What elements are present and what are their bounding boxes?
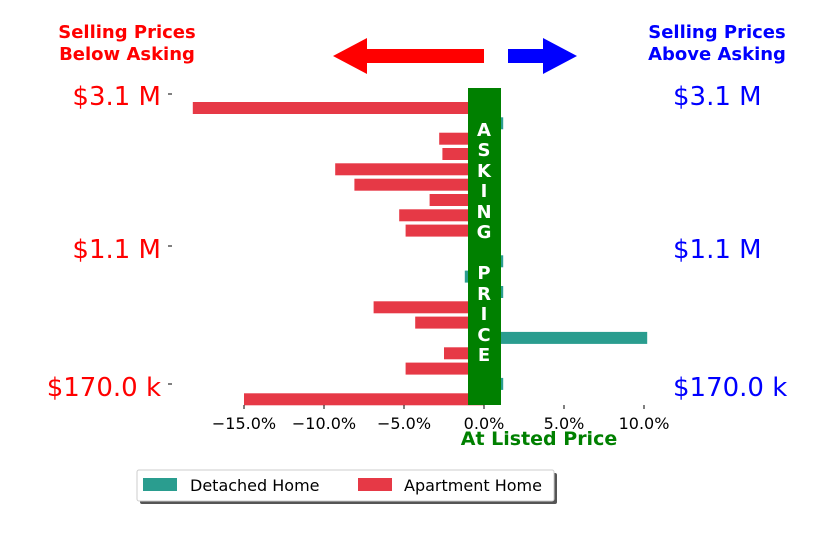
band-letter-0: A: [477, 120, 491, 141]
left-header-line-1: Selling Prices: [58, 22, 195, 43]
band-letter-4: N: [476, 202, 491, 223]
apartment-bar-14: [415, 316, 484, 329]
asking-price-band: [468, 88, 501, 405]
legend: Detached Home Apartment Home: [136, 469, 557, 504]
left-arrow-icon: [333, 38, 484, 74]
xtick-label-3: 0.0%: [464, 414, 505, 433]
xtick-label-2: −5.0%: [377, 414, 431, 433]
apartment-bar-7: [399, 209, 484, 222]
xtick-label-4: 5.0%: [544, 414, 585, 433]
price-label-right-bottom: $170.0 k: [673, 373, 787, 403]
left-header-line-2: Below Asking: [59, 44, 195, 65]
price-label-left-bottom: $170.0 k: [47, 373, 161, 403]
xtick-label-5: 10.0%: [619, 414, 670, 433]
legend-box: [136, 469, 555, 502]
band-letter-9: C: [477, 325, 490, 346]
price-label-right-mid: $1.1 M: [673, 235, 762, 265]
bars-group: [192, 102, 648, 406]
x-axis-label: At Listed Price: [461, 428, 617, 450]
legend-swatch-apartment: [358, 478, 392, 491]
band-letter-3: I: [481, 181, 488, 202]
apartment-bar-19: [244, 393, 484, 406]
price-label-left-top: $3.1 M: [72, 82, 161, 112]
detached-bar-15: [484, 331, 648, 344]
price-label-right-top: $3.1 M: [673, 82, 762, 112]
band-letter-6: P: [477, 263, 490, 284]
apartment-bar-5: [354, 178, 484, 191]
apartment-bar-13: [373, 301, 484, 314]
band-letter-2: K: [477, 161, 492, 182]
right-header-line-1: Selling Prices: [648, 22, 785, 43]
xtick-label-1: −10.0%: [292, 414, 356, 433]
legend-label-detached: Detached Home: [190, 476, 320, 495]
band-letter-7: R: [477, 284, 491, 305]
apartment-bar-8: [405, 224, 484, 237]
price-label-left-mid: $1.1 M: [72, 235, 161, 265]
band-letter-5: G: [477, 222, 492, 243]
band-letter-10: E: [478, 345, 490, 366]
band-letter-1: S: [478, 140, 491, 161]
apartment-bar-4: [335, 163, 484, 176]
band-letter-8: I: [481, 304, 488, 325]
apartment-bar-0: [192, 102, 485, 114]
right-header-line-2: Above Asking: [648, 44, 786, 65]
xtick-label-0: −15.0%: [212, 414, 276, 433]
apartment-bar-17: [405, 362, 484, 375]
legend-swatch-detached: [143, 478, 177, 491]
right-arrow-icon: [508, 38, 577, 74]
x-axis: −15.0% −10.0% −5.0% 0.0% 5.0% 10.0%: [212, 405, 670, 433]
legend-label-apartment: Apartment Home: [404, 476, 542, 495]
